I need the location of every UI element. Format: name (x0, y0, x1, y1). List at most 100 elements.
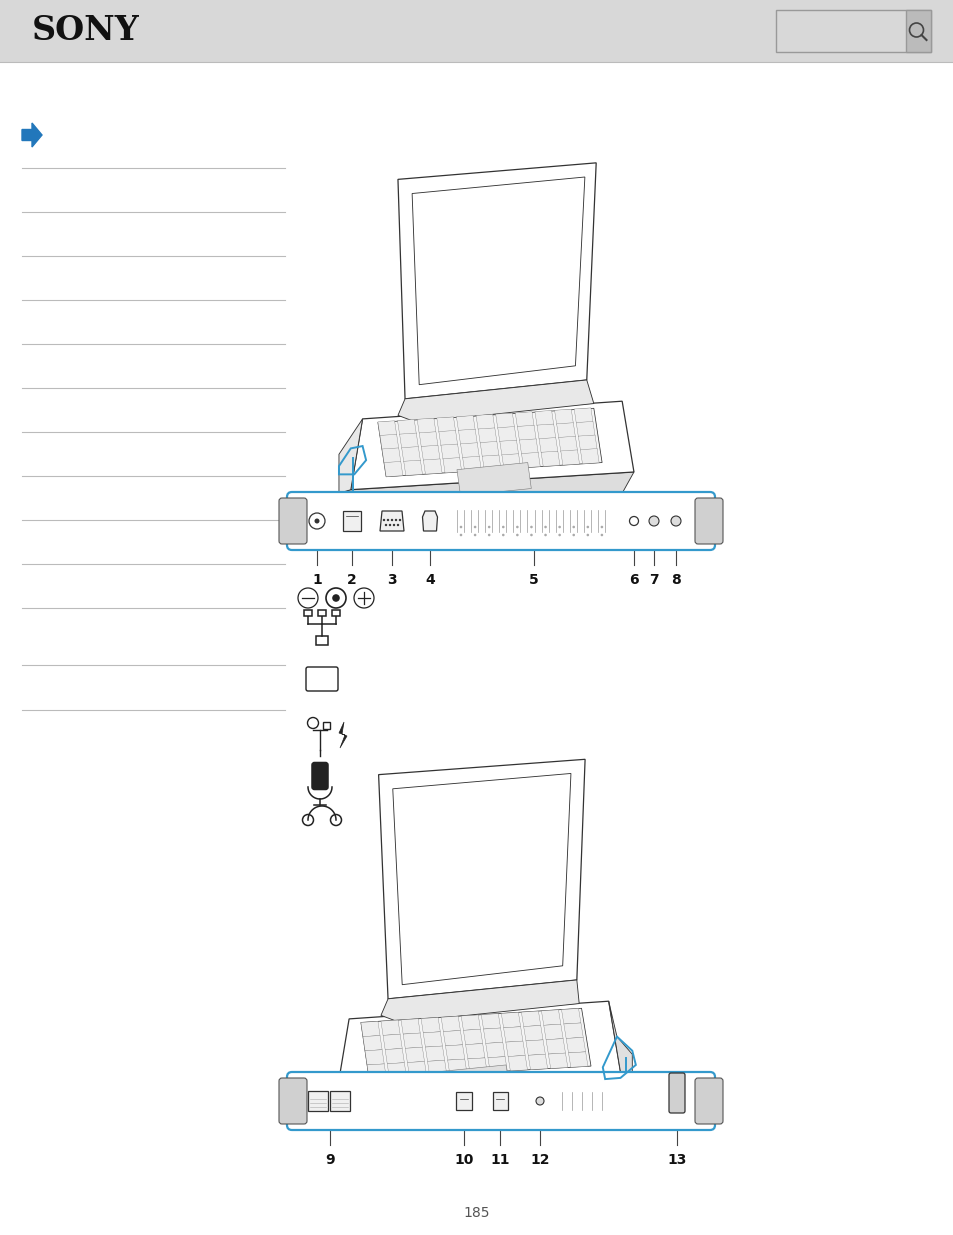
Circle shape (474, 526, 476, 529)
Polygon shape (405, 1047, 424, 1062)
Polygon shape (576, 421, 595, 437)
Polygon shape (556, 422, 575, 438)
Polygon shape (563, 1023, 582, 1039)
Polygon shape (460, 442, 478, 458)
Polygon shape (378, 760, 584, 999)
Polygon shape (535, 410, 553, 426)
Polygon shape (360, 1008, 590, 1079)
Polygon shape (440, 445, 459, 459)
FancyBboxPatch shape (695, 1078, 722, 1124)
Polygon shape (467, 1058, 487, 1073)
Circle shape (395, 519, 396, 521)
FancyBboxPatch shape (278, 1078, 307, 1124)
Circle shape (487, 526, 490, 529)
Text: 3: 3 (387, 573, 396, 587)
Circle shape (393, 524, 395, 526)
Polygon shape (548, 1053, 567, 1068)
Polygon shape (422, 511, 437, 531)
Polygon shape (541, 1010, 560, 1025)
Circle shape (600, 534, 602, 536)
Circle shape (487, 534, 490, 536)
Polygon shape (487, 1057, 507, 1072)
Text: SONY: SONY (32, 15, 139, 47)
Polygon shape (397, 420, 416, 435)
Circle shape (501, 534, 504, 536)
Polygon shape (496, 412, 514, 429)
Polygon shape (483, 1028, 502, 1044)
Polygon shape (561, 1009, 580, 1024)
Polygon shape (427, 1061, 446, 1076)
Polygon shape (435, 1065, 509, 1095)
Polygon shape (381, 448, 400, 463)
FancyBboxPatch shape (905, 10, 930, 52)
Polygon shape (384, 462, 402, 477)
Polygon shape (499, 440, 518, 456)
Polygon shape (377, 409, 601, 477)
Circle shape (332, 594, 339, 601)
Polygon shape (479, 441, 498, 457)
Polygon shape (423, 459, 441, 474)
Polygon shape (565, 1037, 585, 1053)
Polygon shape (458, 430, 476, 445)
FancyBboxPatch shape (330, 1091, 350, 1112)
Polygon shape (521, 452, 539, 468)
Polygon shape (379, 511, 403, 531)
Text: 9: 9 (325, 1153, 335, 1167)
Text: 5: 5 (529, 573, 538, 587)
Circle shape (530, 534, 532, 536)
Circle shape (516, 534, 518, 536)
Polygon shape (399, 433, 418, 448)
Text: 2: 2 (347, 573, 356, 587)
Polygon shape (401, 447, 420, 462)
Polygon shape (482, 454, 500, 471)
Polygon shape (465, 1044, 484, 1058)
Polygon shape (497, 426, 516, 442)
Polygon shape (456, 416, 475, 431)
Polygon shape (407, 1061, 426, 1077)
Circle shape (586, 534, 589, 536)
FancyBboxPatch shape (287, 492, 714, 550)
Text: 12: 12 (530, 1153, 549, 1167)
Circle shape (543, 534, 546, 536)
FancyBboxPatch shape (312, 762, 328, 789)
Polygon shape (568, 1052, 587, 1067)
Polygon shape (480, 1014, 500, 1029)
Circle shape (384, 524, 387, 526)
Polygon shape (325, 1072, 632, 1093)
Polygon shape (517, 425, 536, 441)
Circle shape (516, 526, 518, 529)
Polygon shape (525, 1040, 545, 1055)
Polygon shape (501, 453, 520, 469)
Circle shape (536, 1097, 543, 1105)
Polygon shape (558, 436, 577, 452)
Circle shape (572, 526, 575, 529)
Polygon shape (393, 773, 570, 984)
Polygon shape (515, 411, 534, 427)
Circle shape (474, 534, 476, 536)
Polygon shape (462, 456, 481, 472)
FancyBboxPatch shape (304, 610, 312, 616)
Polygon shape (360, 1021, 379, 1036)
Text: 185: 185 (463, 1207, 490, 1220)
FancyBboxPatch shape (0, 0, 953, 62)
Polygon shape (540, 451, 559, 467)
FancyBboxPatch shape (278, 498, 307, 543)
FancyBboxPatch shape (315, 636, 328, 645)
Polygon shape (608, 1002, 632, 1093)
Polygon shape (537, 424, 556, 440)
FancyBboxPatch shape (492, 1092, 507, 1110)
Polygon shape (477, 427, 497, 443)
Polygon shape (403, 1032, 422, 1049)
Circle shape (558, 534, 560, 536)
Polygon shape (578, 435, 597, 451)
Polygon shape (447, 1060, 466, 1074)
FancyBboxPatch shape (287, 1072, 714, 1130)
Circle shape (459, 534, 462, 536)
Text: 7: 7 (648, 573, 659, 587)
Polygon shape (416, 419, 436, 433)
Text: 8: 8 (670, 573, 680, 587)
Polygon shape (403, 461, 422, 475)
Polygon shape (579, 448, 598, 464)
Polygon shape (420, 1018, 440, 1032)
Polygon shape (508, 1056, 527, 1071)
